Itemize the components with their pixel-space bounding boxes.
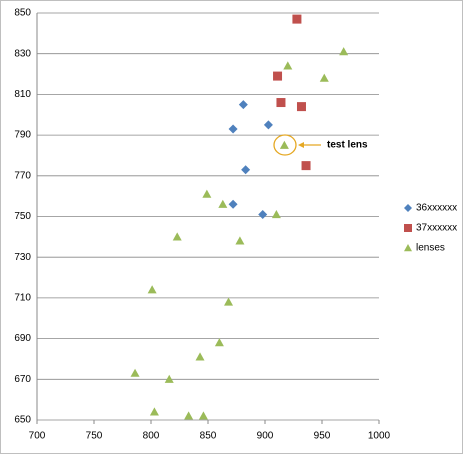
point	[228, 199, 238, 209]
point	[271, 209, 281, 219]
x-tick-label: 800	[143, 431, 160, 442]
y-tick-label: 750	[14, 211, 31, 222]
y-tick-label: 730	[14, 252, 31, 263]
point	[224, 297, 234, 306]
y-tick-label: 650	[14, 415, 31, 426]
point	[241, 165, 251, 175]
point	[276, 98, 286, 108]
point	[172, 232, 182, 241]
y-tick-label: 830	[14, 48, 31, 59]
annotation-arrowhead	[298, 142, 304, 148]
point	[202, 189, 212, 198]
point	[283, 61, 293, 70]
x-tick-label: 1000	[368, 431, 391, 442]
x-tick-label: 900	[257, 431, 274, 442]
point	[198, 411, 208, 420]
point	[228, 124, 238, 134]
point	[319, 73, 329, 82]
legend-label: 37xxxxxx	[416, 223, 457, 234]
point	[184, 411, 194, 420]
point	[279, 140, 289, 149]
point	[258, 209, 268, 219]
point	[273, 71, 283, 81]
point	[130, 368, 140, 377]
point	[164, 374, 174, 383]
x-tick-label: 850	[200, 431, 217, 442]
point	[195, 352, 205, 361]
point	[263, 120, 273, 130]
legend-label: lenses	[416, 243, 445, 254]
point	[238, 100, 248, 110]
point	[301, 161, 311, 171]
point	[296, 102, 306, 112]
legend-marker	[404, 204, 412, 212]
annotation-text: test lens	[327, 140, 368, 151]
legend-label: 36xxxxxx	[416, 203, 457, 214]
point	[339, 47, 349, 56]
point	[214, 338, 224, 347]
legend-marker	[404, 244, 412, 252]
y-tick-label: 690	[14, 333, 31, 344]
x-tick-label: 700	[29, 431, 46, 442]
point	[235, 236, 245, 245]
point	[147, 285, 157, 294]
y-tick-label: 770	[14, 170, 31, 181]
x-tick-label: 950	[314, 431, 331, 442]
y-tick-label: 850	[14, 8, 31, 19]
point	[292, 14, 302, 24]
y-tick-label: 810	[14, 89, 31, 100]
annotation-circle	[273, 134, 297, 156]
point	[218, 199, 228, 208]
y-tick-label: 670	[14, 374, 31, 385]
point	[149, 407, 159, 416]
y-tick-label: 710	[14, 293, 31, 304]
x-tick-label: 750	[86, 431, 103, 442]
legend-marker	[404, 224, 412, 232]
y-tick-label: 790	[14, 130, 31, 141]
